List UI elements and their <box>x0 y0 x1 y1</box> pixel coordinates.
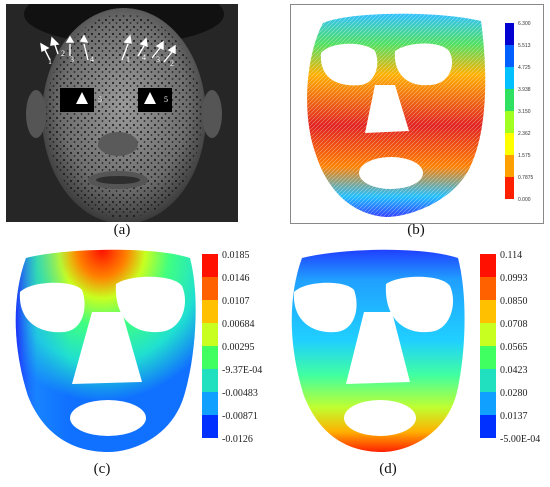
contour-c-cb-tick-6: -0.00483 <box>222 388 258 399</box>
contour-d-left-eye-hole <box>293 282 357 333</box>
contour-d-right-eye-hole <box>385 276 454 333</box>
contour-c-left-eye-hole <box>19 282 85 333</box>
vector-cb-tick-7: 0.7875 <box>518 175 534 181</box>
vector-cb-tick-5: 2.362 <box>518 131 531 137</box>
caption-c: (c) <box>93 461 111 477</box>
marker-label-8: 2 <box>170 59 174 68</box>
contour-d-cb-tick-6: 0.0280 <box>500 388 528 399</box>
marker-label-1: 1 <box>48 57 52 66</box>
contour-d-plot: 0.114 0.0993 0.0850 0.0708 0.0565 0.0423… <box>291 249 540 452</box>
contour-d-cb-tick-8: -5.00E-04 <box>500 434 540 445</box>
contour-c-cb-tick-7: -0.00871 <box>222 411 258 422</box>
face-photo: 1 2 3 4 1 4 3 2 5 5 <box>6 4 238 222</box>
caption-d: (d) <box>379 461 397 477</box>
caption-a: (a) <box>113 222 131 238</box>
contour-c-right-eye-hole <box>115 276 185 333</box>
vector-cb-tick-4: 3.150 <box>518 109 531 115</box>
contour-c-cb-tick-8: -0.0126 <box>222 434 253 445</box>
vector-cb-tick-8: 0.000 <box>518 197 531 203</box>
face-photo-panel: 1 2 3 4 1 4 3 2 5 5 <box>6 4 238 222</box>
vector-mouth-hole <box>359 157 423 189</box>
contour-d-mouth-hole <box>344 400 416 436</box>
right-eye-arrowhead <box>144 92 156 104</box>
contour-d-cb-tick-5: 0.0423 <box>500 365 528 376</box>
marker-label-10: 5 <box>164 95 168 104</box>
marker-label-3: 3 <box>70 55 74 64</box>
left-eye-arrowhead <box>76 92 88 104</box>
vector-cb-tick-1: 5.513 <box>518 43 531 49</box>
marker-label-6: 4 <box>142 53 146 62</box>
contour-c-cb-tick-4: 0.00295 <box>222 342 255 353</box>
vector-cb-tick-2: 4.725 <box>518 65 531 71</box>
contour-c-cb-tick-5: -9.37E-04 <box>222 365 262 376</box>
contour-d-cb-tick-3: 0.0708 <box>500 319 528 330</box>
contour-d-cb-tick-1: 0.0993 <box>500 273 528 284</box>
contour-d-panel: 0.114 0.0993 0.0850 0.0708 0.0565 0.0423… <box>282 246 548 459</box>
vector-colorbar <box>505 23 514 199</box>
contour-d-colorbar <box>480 254 496 438</box>
contour-d-cb-tick-7: 0.0137 <box>500 411 528 422</box>
marker-arrows <box>40 34 176 63</box>
contour-d-cb-tick-2: 0.0850 <box>500 296 528 307</box>
vector-field-panel: 6.300 5.513 4.725 3.938 3.150 2.362 1.57… <box>290 4 544 224</box>
contour-c-plot: 0.0185 0.0146 0.0107 0.00684 0.00295 -9.… <box>15 249 262 452</box>
left-eye-mask <box>60 88 94 112</box>
vector-cb-tick-3: 3.938 <box>518 87 531 93</box>
contour-c-cb-tick-2: 0.0107 <box>222 296 250 307</box>
contour-d-cb-tick-0: 0.114 <box>500 250 522 261</box>
contour-c-mouth-hole <box>70 400 146 436</box>
vector-cb-tick-0: 6.300 <box>518 21 531 27</box>
contour-c-colorbar <box>202 254 218 438</box>
caption-b: (b) <box>407 222 425 238</box>
marker-label-9: 5 <box>98 95 102 104</box>
vector-cb-tick-6: 1.575 <box>518 153 531 159</box>
contour-c-nose-hole <box>72 312 142 384</box>
contour-c-panel: 0.0185 0.0146 0.0107 0.00684 0.00295 -9.… <box>4 246 274 459</box>
vector-nose-hole <box>365 85 409 133</box>
vector-field-plot: 6.300 5.513 4.725 3.938 3.150 2.362 1.57… <box>307 13 534 218</box>
marker-label-2: 2 <box>61 49 65 58</box>
marker-label-7: 3 <box>156 55 160 64</box>
marker-label-4: 4 <box>90 55 94 64</box>
vector-left-eye-hole <box>320 43 378 86</box>
contour-d-nose-hole <box>346 312 410 384</box>
contour-c-cb-tick-3: 0.00684 <box>222 319 255 330</box>
right-eye-mask <box>138 88 172 112</box>
contour-c-cb-tick-0: 0.0185 <box>222 250 250 261</box>
contour-c-cb-tick-1: 0.0146 <box>222 273 250 284</box>
vector-right-eye-hole <box>394 43 453 86</box>
marker-label-5: 1 <box>126 55 130 64</box>
contour-d-cb-tick-4: 0.0565 <box>500 342 528 353</box>
